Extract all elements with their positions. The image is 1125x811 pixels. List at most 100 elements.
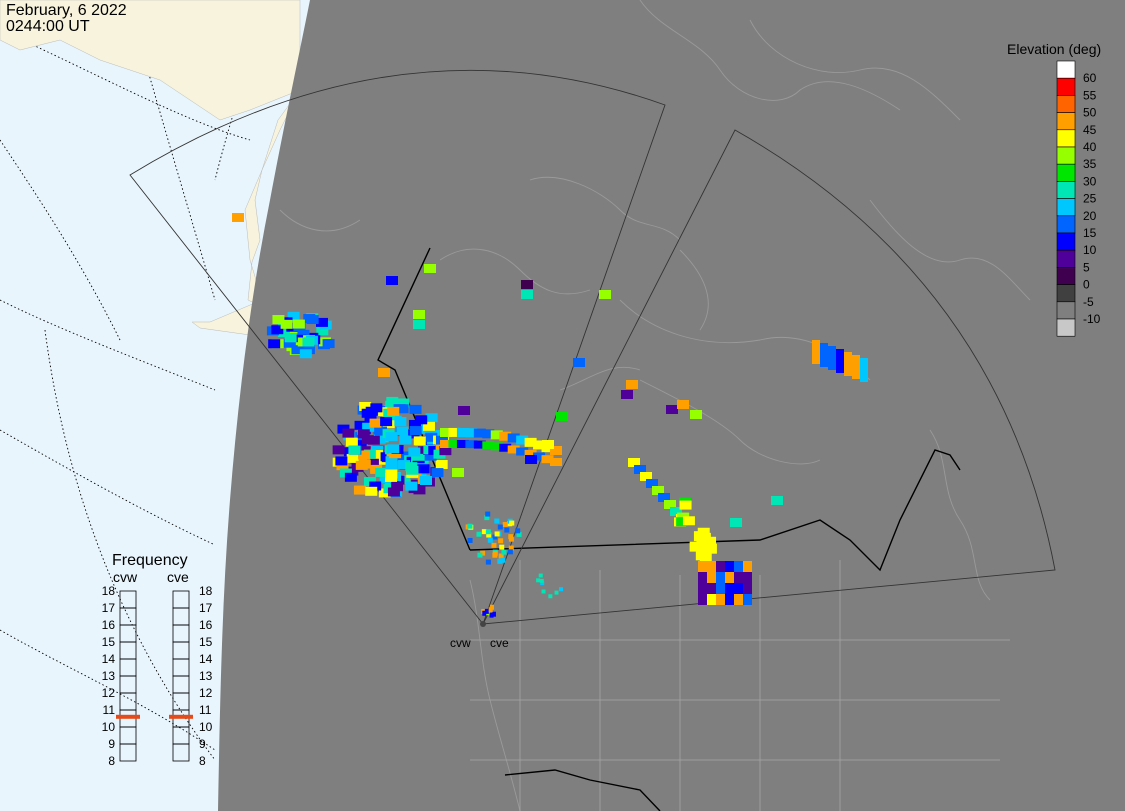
legend-title: Elevation (deg) — [1007, 41, 1101, 57]
echo-cell — [499, 443, 512, 452]
frequency-tick-label: 9 — [199, 737, 206, 751]
frequency-tick-label: 8 — [199, 754, 206, 768]
echo-cell — [369, 418, 382, 428]
echo-cell — [272, 315, 285, 325]
echo-cell — [516, 435, 529, 445]
echo-cell — [492, 552, 498, 558]
echo-cell — [698, 561, 707, 572]
echo-cell — [852, 355, 860, 379]
time-label: 0244:00 UT — [6, 18, 90, 35]
echo-cell — [440, 428, 452, 437]
echo-cell — [516, 447, 529, 456]
echo-cell — [280, 319, 293, 329]
echo-cell — [488, 607, 493, 613]
echo-cell — [539, 578, 544, 583]
echo-cell — [697, 527, 710, 538]
echo-cell — [482, 441, 495, 450]
frequency-cell — [119, 692, 137, 711]
echo-cell — [354, 440, 367, 450]
legend-swatch — [1056, 215, 1076, 234]
echo-cell — [409, 426, 422, 436]
echo-cell — [634, 465, 646, 474]
echo-cell — [696, 538, 709, 549]
echo-cell — [397, 451, 410, 461]
echo-cell — [743, 572, 752, 583]
echo-cell — [370, 403, 383, 413]
echo-cell — [743, 583, 752, 594]
echo-cell — [456, 439, 469, 448]
echo-cell — [336, 461, 349, 471]
echo-cell — [664, 500, 676, 509]
legend-label: 10 — [1083, 243, 1097, 257]
frequency-tick-label: 16 — [199, 618, 213, 632]
frequency-tick-label: 13 — [199, 669, 213, 683]
cvw-frequency-marker — [116, 714, 140, 719]
radar-echoes — [232, 213, 868, 618]
echo-cell — [734, 594, 743, 605]
echo-cell — [658, 493, 670, 502]
echo-cell — [521, 290, 533, 299]
echo-cell — [391, 482, 404, 492]
legend-swatch — [1056, 60, 1076, 79]
legend-swatch — [1056, 232, 1076, 251]
echo-cell — [358, 450, 371, 460]
frequency-cell — [172, 726, 190, 745]
echo-cell — [458, 406, 470, 415]
echo-cell — [439, 446, 452, 456]
echo-cell — [628, 458, 640, 467]
frequency-tick-label: 14 — [102, 652, 116, 666]
echo-cell — [556, 412, 568, 421]
echo-cell — [452, 468, 464, 477]
legend-label: 5 — [1083, 260, 1090, 274]
coastlines — [279, 0, 1031, 811]
echo-cell — [542, 440, 554, 449]
echo-cell — [359, 401, 372, 411]
echo-cell — [332, 445, 345, 455]
echo-cell — [481, 529, 487, 535]
echo-cell — [533, 452, 546, 461]
echo-cell — [828, 346, 836, 370]
cvw-frequency-label: cvw — [113, 569, 138, 585]
echo-cell — [507, 433, 520, 443]
echo-cell — [716, 572, 725, 583]
echo-cell — [394, 417, 407, 427]
frequency-cell — [119, 607, 137, 626]
frequency-cell — [172, 624, 190, 643]
echo-cell — [499, 544, 505, 550]
echo-cell — [387, 444, 400, 454]
legend-label: 20 — [1083, 209, 1097, 223]
echo-cell — [232, 213, 244, 222]
echo-cell — [361, 408, 374, 418]
legend-label: 60 — [1083, 71, 1097, 85]
frequency-tick-label: 8 — [108, 754, 115, 768]
cve-frequency-marker — [169, 714, 193, 719]
echo-cell — [482, 610, 487, 616]
echo-cell — [456, 427, 469, 437]
echo-cell — [485, 511, 491, 517]
echo-cell — [375, 467, 388, 477]
echo-cell — [508, 534, 514, 540]
frequency-tick-label: 16 — [102, 618, 116, 632]
echo-cell — [431, 468, 444, 478]
echo-cell — [283, 338, 296, 348]
frequency-tick-label: 13 — [102, 669, 116, 683]
echo-cell — [344, 472, 357, 482]
echo-cell — [406, 465, 419, 475]
echo-cell — [498, 538, 504, 544]
echo-cell — [448, 427, 461, 437]
echo-cell — [704, 536, 717, 547]
echo-cell — [497, 524, 503, 530]
echo-cell — [292, 319, 305, 329]
echo-cell — [491, 542, 497, 548]
cve-station-label: cve — [490, 636, 509, 650]
frequency-tick-label: 14 — [199, 652, 213, 666]
echo-cell — [525, 455, 537, 464]
echo-cell — [387, 406, 400, 416]
echo-cell — [707, 594, 716, 605]
echo-cell — [369, 481, 382, 491]
echo-cell — [541, 455, 554, 464]
echo-cell — [303, 314, 316, 324]
echo-cell — [707, 583, 716, 594]
echo-cell — [485, 529, 491, 535]
echo-cell — [677, 400, 689, 409]
